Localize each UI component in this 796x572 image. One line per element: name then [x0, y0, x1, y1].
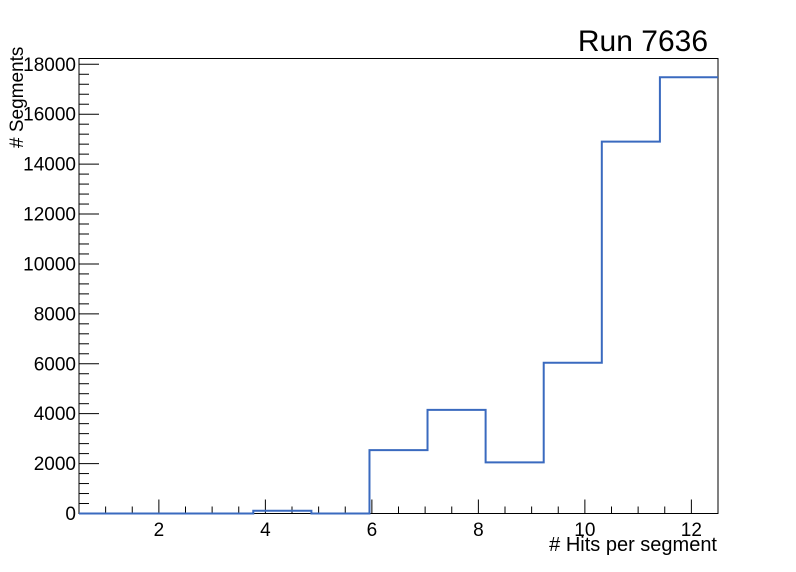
y-tick-label: 12000: [23, 205, 76, 226]
chart-title: Run 7636: [577, 25, 708, 58]
x-axis-label: # Hits per segment: [549, 534, 717, 556]
y-tick-label: 16000: [23, 105, 76, 126]
y-axis-label: # Segments: [7, 46, 28, 148]
x-tick-label: 12: [681, 520, 702, 541]
y-tick-label: 6000: [34, 354, 76, 375]
y-tick-label: 2000: [34, 454, 76, 475]
y-tick-label: 0: [65, 504, 76, 525]
y-tick-label: 18000: [23, 55, 76, 76]
y-tick-label: 10000: [23, 254, 76, 275]
x-tick-label: 10: [574, 520, 595, 541]
x-tick-label: 6: [367, 520, 378, 541]
y-tick-label: 14000: [23, 155, 76, 176]
histogram-step-line: [79, 76, 718, 515]
x-tick-label: 2: [154, 520, 165, 541]
plot-frame: [78, 58, 719, 514]
y-tick-label: 8000: [34, 304, 76, 325]
x-tick-label: 8: [473, 520, 484, 541]
y-tick-label: 4000: [34, 404, 76, 425]
x-tick-label: 4: [260, 520, 271, 541]
